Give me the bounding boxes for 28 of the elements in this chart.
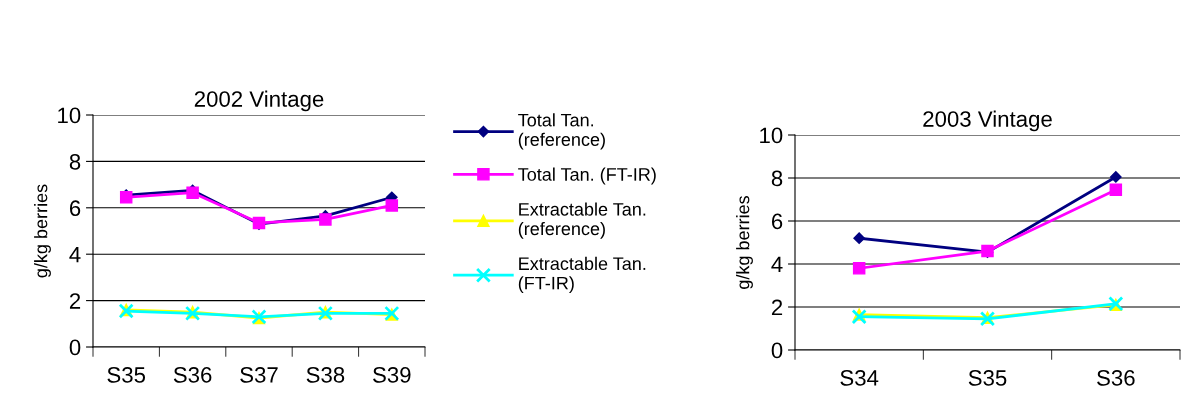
y-tick-label: 6: [771, 213, 783, 230]
y-tick-label: 6: [69, 200, 81, 217]
x-tick-label: S38: [306, 367, 345, 383]
y-tick-label: 2: [69, 293, 81, 309]
y-tick-label: 2: [771, 299, 783, 316]
y-tick-label: 0: [771, 342, 783, 359]
y-tick-label: 0: [69, 339, 81, 356]
x-tick-label: S36: [1097, 370, 1135, 386]
legend-label: Total Tan. (FT-IR): [518, 167, 656, 185]
x-tick-label: S35: [107, 367, 146, 383]
chart-title: 2002 Vintage: [194, 90, 324, 112]
y-tick-label: 8: [69, 153, 81, 170]
y-axis-title: g/kg berries: [736, 195, 753, 289]
y-tick-label: 10: [58, 107, 81, 124]
y-tick-label: 4: [69, 246, 81, 263]
legend-label: Extractable Tan. (reference): [518, 202, 646, 239]
y-tick-label: 8: [771, 170, 783, 187]
y-tick-label: 4: [771, 256, 783, 273]
legend-label: Total Tan. (reference): [518, 113, 605, 150]
chart-title: 2003 Vintage: [923, 110, 1052, 132]
x-tick-label: S39: [373, 367, 411, 383]
x-tick-label: S37: [240, 367, 278, 383]
x-tick-label: S35: [968, 370, 1007, 386]
x-tick-label: S34: [840, 370, 879, 386]
x-tick-label: S36: [173, 367, 212, 383]
y-tick-label: 10: [760, 127, 783, 144]
y-axis-title: g/kg berries: [34, 184, 51, 278]
legend-label: Extractable Tan. (FT-IR): [518, 256, 646, 294]
